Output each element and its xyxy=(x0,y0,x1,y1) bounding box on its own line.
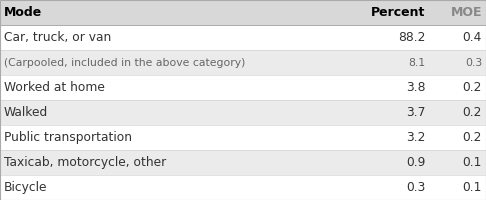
Text: Public transportation: Public transportation xyxy=(4,131,132,144)
Bar xyxy=(0,100,486,125)
Text: 0.2: 0.2 xyxy=(463,106,482,119)
Text: Taxicab, motorcycle, other: Taxicab, motorcycle, other xyxy=(4,156,166,169)
Text: (Carpooled, included in the above category): (Carpooled, included in the above catego… xyxy=(4,58,245,68)
Bar xyxy=(0,50,486,75)
Bar xyxy=(0,175,486,200)
Text: 8.1: 8.1 xyxy=(408,58,425,68)
Bar xyxy=(0,0,486,25)
Text: 3.2: 3.2 xyxy=(406,131,425,144)
Bar xyxy=(0,25,486,50)
Text: MOE: MOE xyxy=(451,6,482,19)
Text: Mode: Mode xyxy=(4,6,42,19)
Text: Worked at home: Worked at home xyxy=(4,81,105,94)
Text: Bicycle: Bicycle xyxy=(4,181,48,194)
Text: 0.4: 0.4 xyxy=(463,31,482,44)
Text: 0.3: 0.3 xyxy=(406,181,425,194)
Text: Percent: Percent xyxy=(371,6,425,19)
Text: 88.2: 88.2 xyxy=(398,31,425,44)
Text: 0.3: 0.3 xyxy=(465,58,482,68)
Bar xyxy=(0,125,486,150)
Text: 0.9: 0.9 xyxy=(406,156,425,169)
Text: Car, truck, or van: Car, truck, or van xyxy=(4,31,111,44)
Bar xyxy=(0,150,486,175)
Bar xyxy=(0,75,486,100)
Text: 3.8: 3.8 xyxy=(406,81,425,94)
Text: 0.1: 0.1 xyxy=(463,181,482,194)
Text: 0.1: 0.1 xyxy=(463,156,482,169)
Text: 0.2: 0.2 xyxy=(463,81,482,94)
Text: 0.2: 0.2 xyxy=(463,131,482,144)
Text: 3.7: 3.7 xyxy=(406,106,425,119)
Text: Walked: Walked xyxy=(4,106,48,119)
